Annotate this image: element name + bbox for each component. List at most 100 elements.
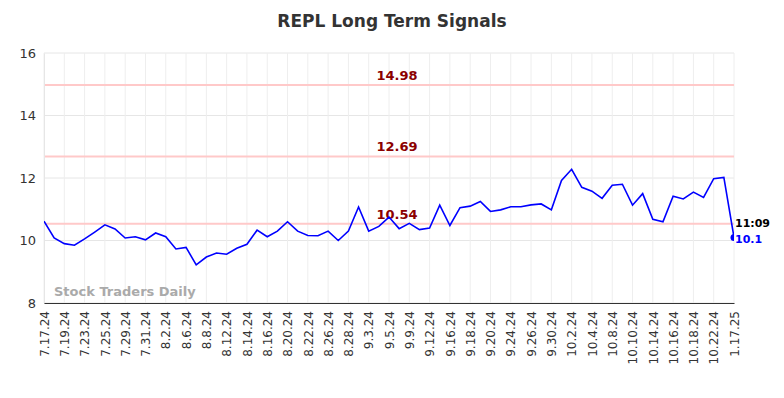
x-tick: 10.18.24 (687, 303, 701, 364)
grid-line-x (389, 53, 390, 303)
x-tick: 10.4.24 (586, 303, 600, 357)
x-tick-label: 7.17.24 (38, 311, 52, 357)
grid-line-x (652, 53, 653, 303)
grid-line-x (510, 53, 511, 303)
x-tick: 9.3.24 (362, 303, 376, 349)
x-tick: 9.26.24 (525, 303, 539, 357)
x-tick: 9.9.24 (403, 303, 417, 349)
x-tick: 8.14.24 (241, 303, 255, 357)
y-tick-label: 16 (19, 46, 36, 61)
x-tick-label: 10.14.24 (647, 311, 661, 364)
grid-line-x (470, 53, 471, 303)
grid-line-x (429, 53, 430, 303)
y-tick: 8 (28, 296, 44, 311)
title: REPL Long Term Signals (277, 11, 506, 31)
x-tick-label: 10.4.24 (586, 311, 600, 357)
grid-line-x (490, 53, 491, 303)
x-tick-label: 7.19.24 (58, 311, 72, 357)
y-tick: 16 (19, 46, 44, 61)
x-tick: 8.6.24 (180, 303, 194, 349)
x-tick-label: 10.8.24 (606, 311, 620, 357)
x-tick: 7.29.24 (119, 303, 133, 357)
x-tick: 10.8.24 (606, 303, 620, 357)
x-tick-label: 8.12.24 (220, 311, 234, 357)
grid-line-x (409, 53, 410, 303)
grid-line-x (571, 53, 572, 303)
reference-line (44, 223, 734, 225)
y-tick-label: 12 (19, 171, 36, 186)
reference-label: 14.98 (376, 68, 417, 83)
last-value-label: 10.1 (735, 233, 762, 246)
reference-line (44, 84, 734, 86)
x-tick: 8.28.24 (342, 303, 356, 357)
x-tick-label: 8.16.24 (261, 311, 275, 357)
x-tick-label: 8.6.24 (180, 311, 194, 349)
x-tick: 9.24.24 (504, 303, 518, 357)
x-tick-label: 9.9.24 (403, 311, 417, 349)
grid-line-x (246, 53, 247, 303)
x-tick: 10.14.24 (647, 303, 661, 364)
grid-line-x (693, 53, 694, 303)
grid-line-x (449, 53, 450, 303)
chart: REPL Long Term Signals 8 10 12 14 16 7.17.24 7.… (0, 0, 784, 398)
x-tick: 10.2.24 (565, 303, 579, 357)
x-tick: 7.19.24 (58, 303, 72, 357)
reference-label: 10.54 (376, 207, 417, 222)
x-tick: 10.16.24 (667, 303, 681, 364)
x-tick-label: 10.2.24 (565, 311, 579, 357)
x-tick-label: 8.26.24 (322, 311, 336, 357)
x-tick-label: 9.3.24 (362, 311, 376, 349)
x-tick-label: 9.20.24 (484, 311, 498, 357)
x-tick: 8.26.24 (322, 303, 336, 357)
y-tick: 10 (19, 233, 44, 248)
x-tick-label: 9.16.24 (444, 311, 458, 357)
y-tick-label: 14 (19, 108, 36, 123)
y-tick-label: 8 (28, 296, 36, 311)
grid-line-x (307, 53, 308, 303)
x-tick-label: 10.18.24 (687, 311, 701, 364)
y-axis-line (44, 54, 45, 304)
x-tick: 8.20.24 (281, 303, 295, 357)
x-tick-label: 8.2.24 (159, 311, 173, 349)
x-tick-label: 10.16.24 (667, 311, 681, 364)
grid-line-x (125, 53, 126, 303)
x-tick-label: 8.8.24 (200, 311, 214, 349)
grid-line-x (734, 53, 735, 303)
reference-line (44, 155, 734, 157)
x-tick: 10.10.24 (626, 303, 640, 364)
x-tick-label: 9.30.24 (545, 311, 559, 357)
grid-line-x (165, 53, 166, 303)
grid-line-x (64, 53, 65, 303)
x-tick-label: 8.14.24 (241, 311, 255, 357)
x-tick-label: 8.28.24 (342, 311, 356, 357)
x-tick-label: 8.22.24 (302, 311, 316, 357)
x-tick-label: 10.22.24 (707, 311, 721, 364)
x-tick: 10.22.24 (707, 303, 721, 364)
time-label: 11:09 (735, 217, 770, 230)
grid-line-x (226, 53, 227, 303)
grid (44, 53, 734, 303)
grid-line-x (348, 53, 349, 303)
x-tick-label: 7.29.24 (119, 311, 133, 357)
x-axis-line (45, 303, 735, 304)
grid-line-x (328, 53, 329, 303)
x-tick: 9.18.24 (464, 303, 478, 357)
grid-line-x (186, 53, 187, 303)
x-tick-label: 9.24.24 (504, 311, 518, 357)
grid-line-x (145, 53, 146, 303)
x-tick: 7.17.24 (38, 303, 52, 357)
grid-line-x (591, 53, 592, 303)
x-tick: 9.16.24 (444, 303, 458, 357)
x-tick-label: 9.5.24 (383, 311, 397, 349)
x-tick-label: 8.20.24 (281, 311, 295, 357)
last-point (731, 234, 735, 241)
x-tick: 8.2.24 (159, 303, 173, 349)
grid-line-x (287, 53, 288, 303)
grid-line-x (368, 53, 369, 303)
x-tick-label: 7.25.24 (99, 311, 113, 357)
grid-line-x (84, 53, 85, 303)
x-tick: 7.31.24 (139, 303, 153, 357)
grid-line-x (104, 53, 105, 303)
grid-line-x (673, 53, 674, 303)
grid-line-x (632, 53, 633, 303)
